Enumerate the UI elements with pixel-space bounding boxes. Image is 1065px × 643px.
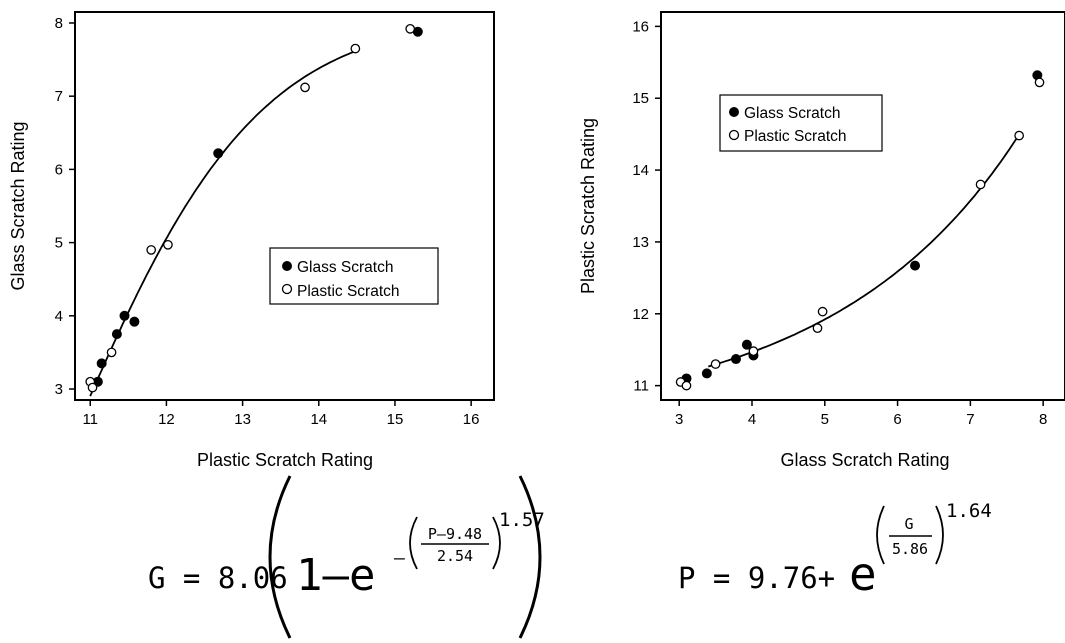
left-fit-curve <box>89 49 358 397</box>
plastic-scratch-point <box>1034 77 1045 88</box>
right-eq-small-paren-open <box>876 505 885 565</box>
plastic-scratch-point <box>710 359 721 369</box>
left-y-tick-label: 7 <box>55 88 63 105</box>
right-fit-curve <box>708 132 1021 368</box>
left-eq-big-paren-close <box>518 475 542 639</box>
left-eq-lhs: G = 8.06 <box>148 561 288 595</box>
right-eq-lhs: P = 9.76+ <box>678 561 835 595</box>
legend-open-marker <box>728 129 740 141</box>
left-legend-box <box>269 247 439 305</box>
left-y-tick-label: 3 <box>55 381 63 398</box>
right-legend-label-plastic: Plastic Scratch <box>744 128 847 145</box>
glass-scratch-point <box>213 148 224 159</box>
right-eq-exponent: 1.64 <box>946 500 992 522</box>
glass-scratch-point <box>119 310 130 321</box>
glass-scratch-point <box>96 358 107 369</box>
right-x-axis: 3 4 5 6 7 8 <box>675 400 1047 428</box>
plastic-scratch-point <box>405 23 416 34</box>
left-x-tick-label: 16 <box>463 411 480 428</box>
right-data-points <box>675 70 1045 391</box>
glass-scratch-point <box>730 354 741 365</box>
left-x-axis-label: Plastic Scratch Rating <box>197 450 373 470</box>
right-eq-small-paren-close <box>935 505 944 565</box>
left-eq-numerator: P–9.48 <box>428 525 482 543</box>
glass-scratch-point <box>910 260 921 271</box>
right-y-tick-label: 11 <box>633 378 649 395</box>
plastic-scratch-point <box>1014 130 1024 141</box>
plastic-scratch-point <box>681 380 692 391</box>
left-legend-label-plastic: Plastic Scratch <box>297 283 400 300</box>
plastic-scratch-point <box>812 323 823 333</box>
plastic-scratch-point <box>975 179 986 190</box>
legend-open-marker <box>281 283 293 295</box>
plastic-scratch-point <box>300 82 310 93</box>
left-y-tick-label: 6 <box>55 161 63 178</box>
plastic-scratch-point <box>87 382 98 393</box>
glass-scratch-point <box>129 316 140 327</box>
right-y-tick-label: 12 <box>632 306 649 323</box>
right-x-tick-label: 8 <box>1039 411 1047 428</box>
right-plot-frame <box>660 11 1065 401</box>
right-x-tick-label: 4 <box>748 411 756 428</box>
left-eq-small-paren-close <box>492 516 501 570</box>
left-data-points <box>85 23 423 393</box>
right-eq-denominator: 5.86 <box>892 540 928 558</box>
left-x-tick-label: 12 <box>158 411 175 428</box>
right-chart: 3 4 5 6 7 8 11 12 13 14 15 16 Glass Scratch Rating… <box>578 11 1065 470</box>
legend-filled-marker <box>729 107 739 117</box>
left-x-tick-label: 11 <box>82 411 98 428</box>
right-legend: Glass Scratch Plastic Scratch <box>719 94 883 152</box>
glass-scratch-point <box>741 339 752 350</box>
plastic-scratch-point <box>146 245 157 255</box>
right-equation: P = 9.76+ e G 5.86 1.64 <box>678 500 992 601</box>
left-eq-small-paren-open <box>409 516 418 570</box>
left-y-tick-label: 5 <box>55 235 63 252</box>
legend-filled-marker <box>282 261 292 271</box>
right-y-axis: 11 12 13 14 15 16 <box>632 18 661 395</box>
left-y-axis: 3 4 5 6 7 8 <box>55 15 75 398</box>
left-equation: G = 8.06 1–e – P–9.48 2.54 1.57 <box>148 475 545 639</box>
left-eq-one-minus-e: 1–e <box>296 550 375 601</box>
plastic-scratch-point <box>350 43 361 54</box>
left-legend-label-glass: Glass Scratch <box>297 259 393 276</box>
plastic-scratch-point <box>817 306 828 317</box>
right-x-tick-label: 6 <box>893 411 901 428</box>
plastic-scratch-point <box>106 347 117 358</box>
left-legend: Glass Scratch Plastic Scratch <box>269 247 439 305</box>
right-y-tick-label: 15 <box>632 90 649 107</box>
left-eq-denominator: 2.54 <box>437 547 473 565</box>
left-y-axis-label: Glass Scratch Rating <box>8 121 28 290</box>
right-y-axis-label: Plastic Scratch Rating <box>578 118 598 294</box>
right-y-tick-label: 16 <box>632 18 649 35</box>
left-eq-big-paren-open <box>268 475 292 639</box>
left-y-tick-label: 4 <box>55 308 63 325</box>
right-eq-e: e <box>849 547 877 601</box>
plastic-scratch-point <box>748 346 759 356</box>
right-legend-label-glass: Glass Scratch <box>744 105 840 122</box>
left-x-tick-label: 13 <box>234 411 251 428</box>
right-x-axis-label: Glass Scratch Rating <box>780 450 949 470</box>
right-y-tick-label: 13 <box>632 234 649 251</box>
right-legend-box <box>719 94 883 152</box>
glass-scratch-point <box>111 329 122 340</box>
right-x-tick-label: 5 <box>821 411 829 428</box>
left-chart: 11 12 13 14 15 16 3 4 5 6 7 8 Plastic Scratch Rati… <box>8 11 495 470</box>
left-plot-frame <box>74 11 495 401</box>
plastic-scratch-point <box>163 239 173 250</box>
left-x-axis: 11 12 13 14 15 16 <box>82 400 479 428</box>
left-y-tick-label: 8 <box>55 15 63 32</box>
left-x-tick-label: 15 <box>387 411 404 428</box>
right-x-tick-label: 7 <box>966 411 974 428</box>
right-eq-numerator: G <box>904 515 913 533</box>
right-y-tick-label: 14 <box>632 162 649 179</box>
left-eq-neg-sign: – <box>394 548 405 569</box>
left-x-tick-label: 14 <box>310 411 327 428</box>
right-x-tick-label: 3 <box>675 411 683 428</box>
glass-scratch-point <box>701 368 712 379</box>
